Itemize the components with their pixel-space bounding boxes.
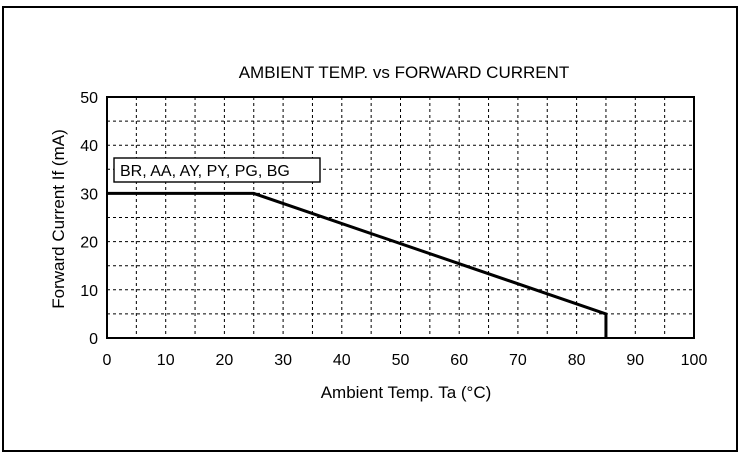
x-tick-label: 60 bbox=[450, 352, 468, 369]
x-tick-label: 70 bbox=[509, 352, 527, 369]
x-tick-label: 20 bbox=[216, 352, 234, 369]
x-tick-label: 0 bbox=[103, 352, 112, 369]
legend-label: BR, AA, AY, PY, PG, BG bbox=[120, 163, 290, 180]
y-tick-label: 50 bbox=[80, 90, 98, 107]
x-tick-label: 40 bbox=[333, 352, 351, 369]
x-tick-label: 10 bbox=[157, 352, 175, 369]
x-tick-label: 90 bbox=[626, 352, 644, 369]
y-axis-label: Forward Current If (mA) bbox=[49, 129, 68, 308]
grid-lines bbox=[107, 97, 694, 338]
x-tick-labels: 0 10 20 30 40 50 60 70 80 90 100 bbox=[103, 352, 708, 369]
y-tick-label: 30 bbox=[80, 186, 98, 203]
x-tick-label: 50 bbox=[392, 352, 410, 369]
x-tick-label: 100 bbox=[681, 352, 708, 369]
y-tick-labels: 0 10 20 30 40 50 bbox=[80, 90, 98, 348]
y-tick-label: 10 bbox=[80, 283, 98, 300]
y-tick-label: 0 bbox=[89, 331, 98, 348]
y-tick-label: 20 bbox=[80, 235, 98, 252]
legend-box bbox=[113, 157, 321, 183]
chart-title: AMBIENT TEMP. vs FORWARD CURRENT bbox=[239, 63, 570, 82]
x-tick-label: 30 bbox=[274, 352, 292, 369]
plot-area bbox=[106, 96, 695, 339]
series-line bbox=[107, 191, 608, 338]
x-axis-label: Ambient Temp. Ta (°C) bbox=[321, 383, 492, 402]
chart-frame bbox=[2, 6, 738, 452]
series-group bbox=[107, 191, 608, 338]
x-tick-label: 80 bbox=[568, 352, 586, 369]
y-tick-label: 40 bbox=[80, 138, 98, 155]
